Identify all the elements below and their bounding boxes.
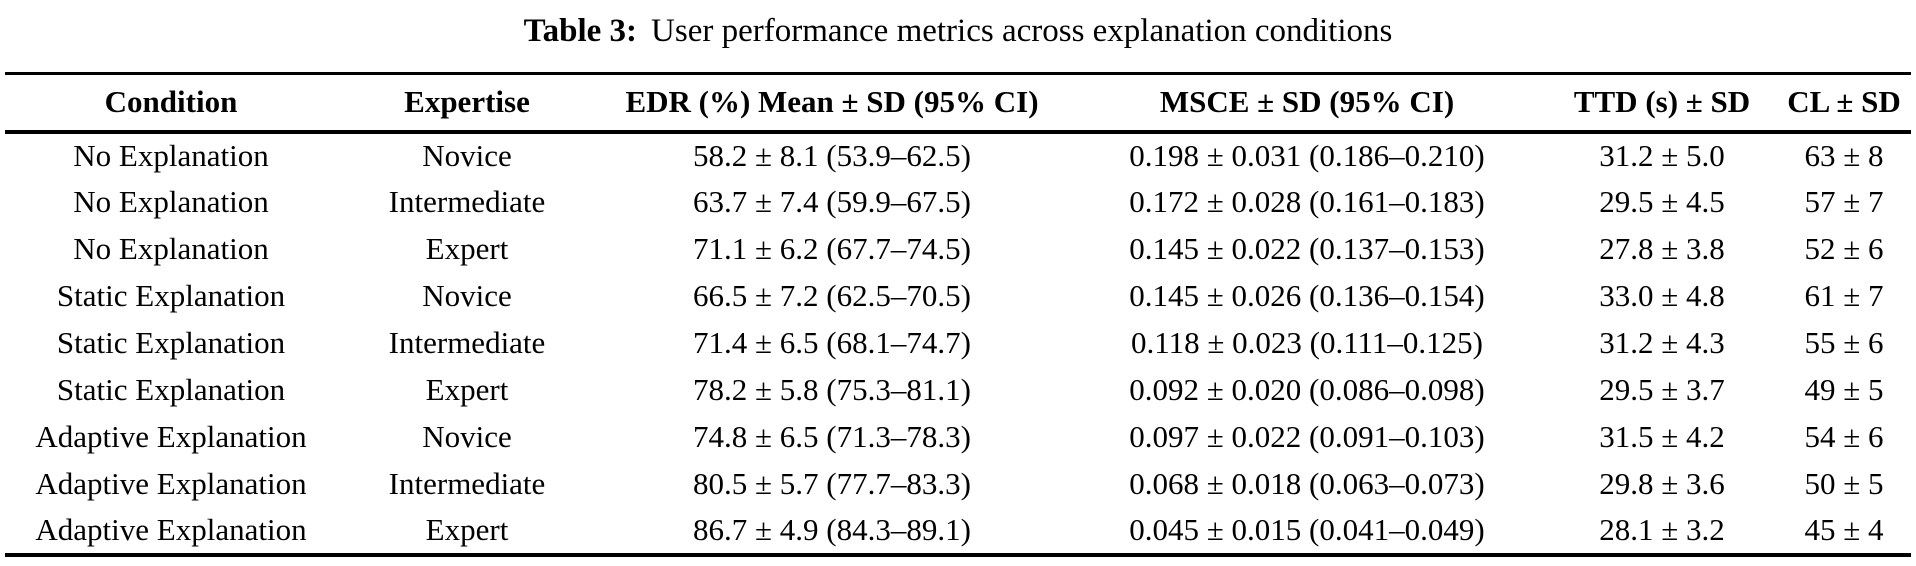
table-row: Static Explanation Expert 78.2 ± 5.8 (75… bbox=[5, 367, 1911, 414]
cell-ttd: 33.0 ± 4.8 bbox=[1599, 278, 1725, 313]
column-header-condition: Condition bbox=[104, 84, 238, 120]
cell-cl: 50 ± 5 bbox=[1804, 466, 1884, 501]
performance-metrics-table: Condition Expertise EDR (%) Mean ± SD (9… bbox=[5, 72, 1911, 557]
cell-ttd: 31.2 ± 4.3 bbox=[1599, 325, 1725, 360]
cell-ttd: 27.8 ± 3.8 bbox=[1599, 231, 1725, 266]
column-header-msce: MSCE ± SD (95% CI) bbox=[1159, 84, 1455, 120]
table-row: Static Explanation Intermediate 71.4 ± 6… bbox=[5, 320, 1911, 367]
cell-edr: 63.7 ± 7.4 (59.9–67.5) bbox=[693, 184, 971, 219]
table-row: No Explanation Novice 58.2 ± 8.1 (53.9–6… bbox=[5, 132, 1911, 179]
cell-edr: 66.5 ± 7.2 (62.5–70.5) bbox=[693, 278, 971, 313]
cell-ttd: 31.5 ± 4.2 bbox=[1599, 419, 1725, 454]
cell-expertise: Intermediate bbox=[388, 325, 546, 360]
cell-msce: 0.092 ± 0.020 (0.086–0.098) bbox=[1129, 372, 1485, 407]
cell-condition: Adaptive Explanation bbox=[35, 419, 307, 454]
cell-condition: Static Explanation bbox=[56, 372, 286, 407]
cell-cl: 61 ± 7 bbox=[1804, 278, 1884, 313]
cell-ttd: 28.1 ± 3.2 bbox=[1599, 512, 1725, 547]
cell-condition: Adaptive Explanation bbox=[35, 512, 307, 547]
column-header-cl: CL ± SD bbox=[1787, 84, 1901, 120]
table-row: Adaptive Explanation Expert 86.7 ± 4.9 (… bbox=[5, 508, 1911, 555]
table-row: No Explanation Expert 71.1 ± 6.2 (67.7–7… bbox=[5, 226, 1911, 273]
cell-msce: 0.145 ± 0.022 (0.137–0.153) bbox=[1129, 231, 1485, 266]
cell-expertise: Intermediate bbox=[388, 466, 546, 501]
cell-msce: 0.172 ± 0.028 (0.161–0.183) bbox=[1129, 184, 1485, 219]
cell-cl: 52 ± 6 bbox=[1804, 231, 1884, 266]
table-row: Adaptive Explanation Intermediate 80.5 ±… bbox=[5, 461, 1911, 508]
cell-condition: No Explanation bbox=[73, 138, 269, 173]
cell-ttd: 31.2 ± 5.0 bbox=[1599, 138, 1725, 173]
header-row: Condition Expertise EDR (%) Mean ± SD (9… bbox=[5, 74, 1911, 132]
cell-cl: 63 ± 8 bbox=[1804, 138, 1884, 173]
cell-edr: 71.1 ± 6.2 (67.7–74.5) bbox=[693, 231, 971, 266]
cell-expertise: Intermediate bbox=[388, 184, 546, 219]
table-row: No Explanation Intermediate 63.7 ± 7.4 (… bbox=[5, 179, 1911, 226]
table-row: Adaptive Explanation Novice 74.8 ± 6.5 (… bbox=[5, 414, 1911, 461]
cell-expertise: Expert bbox=[425, 512, 509, 547]
table-caption-text: User performance metrics across explanat… bbox=[651, 13, 1393, 49]
cell-expertise: Expert bbox=[425, 231, 509, 266]
cell-edr: 86.7 ± 4.9 (84.3–89.1) bbox=[693, 512, 971, 547]
cell-ttd: 29.5 ± 4.5 bbox=[1599, 184, 1725, 219]
column-header-expertise: Expertise bbox=[404, 84, 530, 120]
cell-edr: 80.5 ± 5.7 (77.7–83.3) bbox=[693, 466, 971, 501]
cell-condition: No Explanation bbox=[73, 231, 269, 266]
cell-msce: 0.045 ± 0.015 (0.041–0.049) bbox=[1129, 512, 1485, 547]
cell-msce: 0.118 ± 0.023 (0.111–0.125) bbox=[1131, 325, 1483, 360]
cell-edr: 71.4 ± 6.5 (68.1–74.7) bbox=[693, 325, 971, 360]
cell-edr: 74.8 ± 6.5 (71.3–78.3) bbox=[693, 419, 971, 454]
cell-cl: 55 ± 6 bbox=[1804, 325, 1884, 360]
table-caption-label: Table 3: bbox=[523, 13, 638, 49]
cell-msce: 0.097 ± 0.022 (0.091–0.103) bbox=[1129, 419, 1485, 454]
cell-cl: 45 ± 4 bbox=[1804, 512, 1884, 547]
cell-msce: 0.145 ± 0.026 (0.136–0.154) bbox=[1129, 278, 1485, 313]
cell-cl: 57 ± 7 bbox=[1804, 184, 1884, 219]
cell-ttd: 29.5 ± 3.7 bbox=[1599, 372, 1725, 407]
cell-cl: 49 ± 5 bbox=[1804, 372, 1884, 407]
cell-condition: Static Explanation bbox=[56, 278, 286, 313]
cell-cl: 54 ± 6 bbox=[1804, 419, 1884, 454]
cell-condition: Static Explanation bbox=[56, 325, 286, 360]
cell-condition: No Explanation bbox=[73, 184, 269, 219]
table-caption: Table 3: User performance metrics across … bbox=[0, 0, 1916, 66]
cell-ttd: 29.8 ± 3.6 bbox=[1599, 466, 1725, 501]
column-header-edr: EDR (%) Mean ± SD (95% CI) bbox=[625, 84, 1039, 120]
cell-expertise: Expert bbox=[425, 372, 509, 407]
cell-expertise: Novice bbox=[422, 278, 512, 313]
cell-msce: 0.068 ± 0.018 (0.063–0.073) bbox=[1129, 466, 1485, 501]
cell-edr: 78.2 ± 5.8 (75.3–81.1) bbox=[693, 372, 971, 407]
column-header-ttd: TTD (s) ± SD bbox=[1573, 84, 1751, 120]
cell-condition: Adaptive Explanation bbox=[35, 466, 307, 501]
cell-expertise: Novice bbox=[422, 419, 512, 454]
cell-edr: 58.2 ± 8.1 (53.9–62.5) bbox=[693, 138, 971, 173]
table-row: Static Explanation Novice 66.5 ± 7.2 (62… bbox=[5, 273, 1911, 320]
cell-expertise: Novice bbox=[422, 138, 512, 173]
cell-msce: 0.198 ± 0.031 (0.186–0.210) bbox=[1129, 138, 1485, 173]
